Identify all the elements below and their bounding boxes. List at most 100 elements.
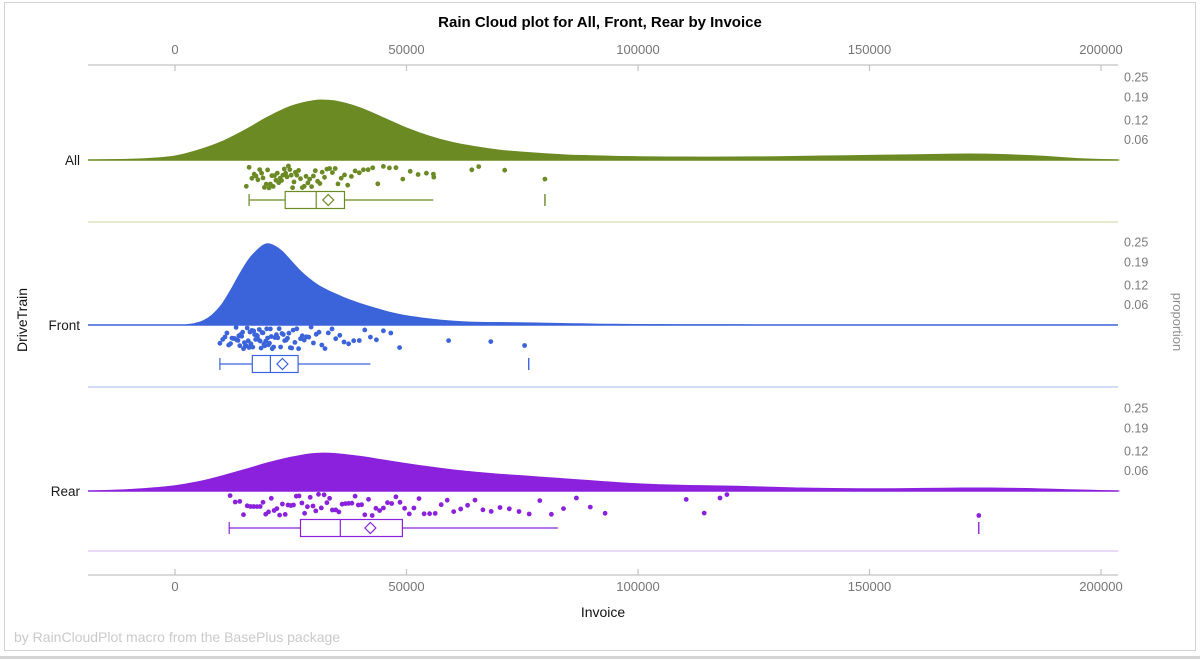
rain-point [265,167,270,173]
rain-point [290,185,295,191]
rain-point [415,172,421,177]
rain-point [335,181,341,187]
rain-point [239,333,245,339]
rain-point [274,506,280,511]
rain-point [476,164,482,170]
rain-point [305,504,310,510]
rain-point [336,509,342,515]
rain-point [305,180,311,186]
rain-point [246,164,252,170]
rain-point [291,179,297,185]
rain-point [388,330,394,336]
proportion-tick-label: 0.25 [1124,236,1148,250]
rain-point [406,511,412,517]
rain-point [480,507,486,513]
rain-point [341,339,347,345]
x-axis-title: Invoice [580,604,626,620]
rain-point [327,495,332,501]
proportion-tick-label: 0.19 [1124,90,1148,104]
rain-point [375,181,381,187]
rain-point [407,168,413,174]
rain-point [516,509,522,514]
rain-points-front [217,324,527,352]
rain-point [287,167,293,173]
rain-point [316,491,321,497]
rain-point [385,500,390,506]
rain-point [397,499,403,505]
rain-point [282,512,288,517]
rain-point [389,501,395,506]
rain-point [271,344,276,350]
rain-point [296,168,301,173]
rain-point [497,505,503,510]
rain-point [724,492,730,497]
rain-point [526,511,532,517]
rain-point [602,510,608,516]
rain-point [257,167,263,173]
rain-point [313,508,319,514]
rain-point [338,175,344,181]
rain-point [241,512,246,518]
rain-point [257,504,263,509]
rain-point [451,509,457,514]
x-tick-label-bottom: 100000 [616,579,659,594]
rain-point [250,344,256,350]
rain-point [321,492,327,498]
rain-point [243,183,249,189]
rain-point [296,493,302,499]
rain-point [311,340,316,346]
rain-point [283,170,289,176]
rain-point [431,174,437,180]
rain-point [381,505,386,511]
rain-point [276,326,282,332]
x-tick-label-top: 50000 [388,42,424,57]
rain-point [303,173,309,179]
rain-point [224,330,230,336]
rain-point [458,506,464,512]
footnote: by RainCloudPlot macro from the BasePlus… [14,629,341,645]
rain-point [251,328,257,334]
rain-point [284,174,290,180]
x-tick-label-top: 200000 [1079,42,1122,57]
rain-point [424,170,429,176]
rain-point [549,511,554,517]
rain-point [411,505,417,511]
rain-point [255,177,261,183]
rain-point [397,345,402,350]
right-axis-title: proportion [1170,292,1185,352]
rain-point [265,335,270,341]
rain-point [502,167,508,173]
rain-point [374,337,379,343]
rain-point [222,334,228,340]
rain-point [332,166,338,171]
rain-point [329,326,335,332]
box-rear [299,518,404,538]
rain-point [356,338,362,343]
rain-point [228,341,234,346]
rain-point [308,324,314,330]
proportion-tick-label: 0.12 [1124,444,1148,458]
rain-point [290,327,296,333]
rain-point [683,497,689,502]
rain-point [427,511,432,517]
rain-point [262,343,268,349]
x-tick-label-bottom: 50000 [388,579,424,594]
x-tick-label-top: 150000 [848,42,891,57]
rain-point [366,496,371,502]
rain-point [574,495,579,501]
rain-point [465,502,470,508]
x-tick-label-bottom: 200000 [1079,579,1122,594]
box-front [251,354,299,374]
category-label-front: Front [48,318,80,333]
rain-point [324,500,330,506]
rain-point [278,344,283,350]
box-all [284,190,346,210]
proportion-tick-label: 0.19 [1124,255,1148,269]
rain-point [246,345,252,350]
rain-point [359,502,364,508]
rain-point [286,163,291,169]
rain-point [268,495,274,501]
rain-point [258,345,264,351]
rain-point [275,335,281,341]
rain-point [365,167,371,173]
